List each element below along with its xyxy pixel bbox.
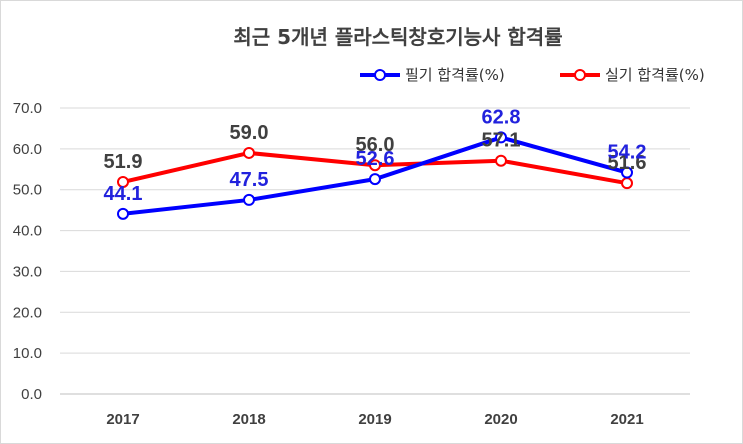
data-point [117,207,129,220]
x-tick-label: 2020 [484,411,517,428]
data-label: 54.2 [608,142,647,164]
x-tick-label: 2018 [232,411,265,428]
x-tick-label: 2019 [358,411,391,428]
y-tick-label: 70.0 [13,100,42,117]
data-point [621,177,633,190]
legend-item-series-2: 실기 합격률(%) [560,66,705,84]
data-point [369,159,381,172]
y-tick-label: 10.0 [13,345,42,362]
data-label: 52.6 [356,148,395,170]
legend-marker-series-2 [574,69,586,81]
y-axis: 0.0 10.0 20.0 30.0 40.0 50.0 60.0 70.0 [13,100,42,403]
data-label: 56.0 [356,134,395,156]
y-tick-label: 40.0 [13,223,42,240]
data-label: 47.5 [230,169,269,191]
y-tick-label: 60.0 [13,141,42,158]
y-tick-label: 30.0 [13,263,42,280]
data-point [117,175,129,188]
data-labels: 51.9 59.0 56.0 57.1 51.6 44.1 47.5 52.6 62.8 54.2 [104,106,647,204]
legend-item-series-1: 필기 합격률(%) [360,66,505,84]
legend-label-series-2: 실기 합격률(%) [605,66,705,84]
data-label: 51.9 [104,151,143,173]
legend-label-series-1: 필기 합격률(%) [405,66,505,84]
data-label: 44.1 [104,183,143,205]
data-point [495,131,507,144]
data-point [621,166,633,179]
gridlines [60,107,690,395]
data-point [243,146,255,159]
x-axis: 2017 2018 2019 2020 2021 [106,411,643,428]
data-point [243,193,255,206]
y-tick-label: 20.0 [13,304,42,321]
data-point [495,154,507,167]
chart-title: 최근 5개년 플라스틱창호기능사 합격률 [233,25,562,49]
x-tick-label: 2021 [610,411,643,428]
legend: 필기 합격률(%) 실기 합격률(%) [360,66,705,84]
y-tick-label: 50.0 [13,182,42,199]
data-label: 57.1 [482,130,521,152]
data-label: 62.8 [482,106,521,128]
legend-marker-series-1 [374,69,386,81]
x-tick-label: 2017 [106,411,139,428]
series-lines [117,131,633,220]
data-label: 59.0 [230,122,269,144]
y-tick-label: 0.0 [21,386,42,403]
data-point [369,173,381,186]
data-label: 51.6 [608,152,647,174]
